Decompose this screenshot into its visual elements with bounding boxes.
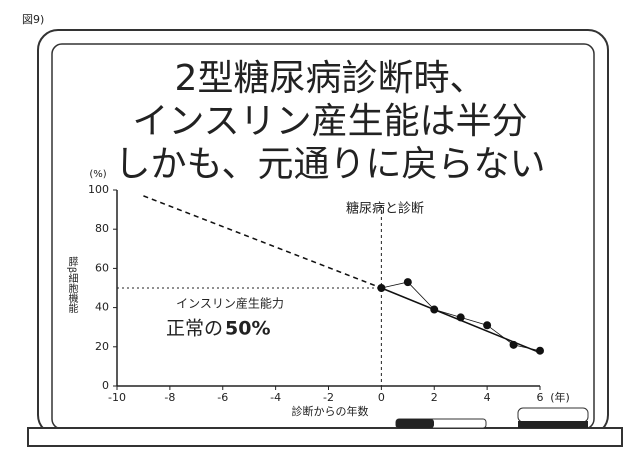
x-tick-label: -8 [164, 391, 175, 404]
eraser-felt [518, 421, 588, 428]
x-unit: (年) [550, 390, 570, 404]
x-tick-label: 0 [378, 391, 385, 404]
x-tick-label: 2 [431, 391, 438, 404]
y-tick-label: 40 [95, 301, 109, 314]
x-axis-label: 診断からの年数 [292, 404, 369, 418]
x-tick-label: 4 [484, 391, 491, 404]
eraser-felt [396, 419, 434, 428]
eraser [517, 407, 589, 423]
data-point [403, 278, 412, 287]
title-line: インスリン産生能は半分 [132, 101, 527, 142]
title-line: 2型糖尿病診断時、 [175, 58, 486, 99]
y-unit: (%) [89, 169, 106, 180]
vline-label: 糖尿病と診断 [346, 201, 424, 217]
y-tick-label: 60 [95, 261, 109, 274]
y-axis-label: 膵β細胞機能 [66, 257, 78, 314]
x-tick-label: -10 [108, 391, 126, 404]
series-line [143, 195, 382, 289]
x-tick-label: 6 [537, 391, 544, 404]
hline-note-value: 50% [225, 318, 270, 340]
hline-note: 正常の [166, 318, 223, 340]
x-tick-label: -2 [323, 391, 334, 404]
x-tick-label: -6 [217, 391, 228, 404]
y-tick-label: 100 [88, 183, 109, 196]
data-point [536, 346, 544, 355]
y-tick-label: 20 [95, 340, 109, 353]
series-line [381, 287, 541, 354]
figure-label: 図9) [22, 13, 44, 26]
title-line: しかも、元通りに戻らない [115, 144, 546, 185]
y-tick-label: 0 [102, 379, 109, 392]
y-tick-label: 80 [95, 222, 109, 235]
data-point [483, 321, 492, 330]
hline-label: インスリン産生能力 [176, 296, 284, 311]
chart: 2型糖尿病診断時、インスリン産生能は半分しかも、元通りに戻らない02040608… [66, 58, 570, 418]
x-tick-label: -4 [270, 391, 281, 404]
tray [27, 427, 623, 447]
